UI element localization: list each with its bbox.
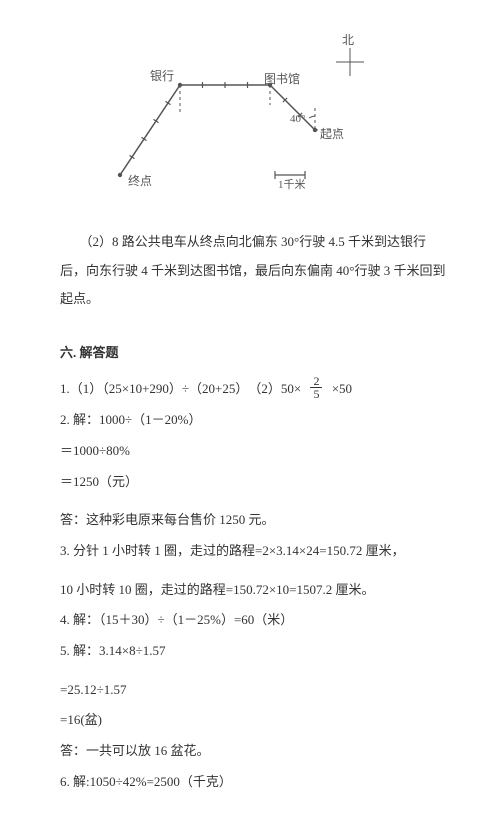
- answer-5b: =25.12÷1.57: [60, 678, 450, 703]
- answer-6: 6. 解:1050÷42%=2500（千克）: [60, 770, 450, 795]
- svg-text:北: 北: [342, 33, 354, 47]
- svg-text:起点: 起点: [320, 127, 344, 141]
- answer-2: 2. 解：1000÷（1－20%）: [60, 408, 450, 433]
- answer-1: 1.（1）（25×10+290）÷（20+25） （2）50× 2 5 ×50: [60, 377, 450, 403]
- svg-text:40°: 40°: [290, 113, 305, 125]
- fraction-den: 5: [310, 388, 322, 400]
- answer-5d: 答：一共可以放 16 盆花。: [60, 739, 450, 764]
- answer-2c: ＝1250（元）: [60, 470, 450, 495]
- answer-3b: 10 小时转 10 圈，走过的路程=150.72×10=1507.2 厘米。: [60, 578, 450, 603]
- answer-3: 3. 分针 1 小时转 1 圈，走过的路程=2×3.14×24=150.72 厘…: [60, 539, 450, 564]
- svg-text:终点: 终点: [128, 173, 152, 188]
- route-diagram: 北银行 图书馆终点 起点 40° 1千米: [90, 30, 390, 210]
- answer-5: 5. 解：3.14×8÷1.57: [60, 639, 450, 664]
- svg-text:1千米: 1千米: [278, 178, 306, 191]
- answer-1-text: 1.（1）（25×10+290）÷（20+25） （2）50×: [60, 381, 301, 396]
- answer-2d: 答：这种彩电原来每台售价 1250 元。: [60, 508, 450, 533]
- section-title: 六. 解答题: [60, 342, 450, 361]
- answer-1-after: ×50: [332, 381, 352, 396]
- fraction-2-5: 2 5: [310, 375, 322, 400]
- svg-text:银行: 银行: [150, 69, 174, 83]
- answer-5c: =16(盆): [60, 708, 450, 733]
- answer-4: 4. 解：（15＋30）÷（1－25%）=60（米）: [60, 608, 450, 633]
- svg-text:图书馆: 图书馆: [264, 71, 300, 86]
- problem-2-text: （2）8 路公共电车从终点向北偏东 30°行驶 4.5 千米到达银行后，向东行驶…: [60, 228, 450, 314]
- answer-2b: ＝1000÷80%: [60, 439, 450, 464]
